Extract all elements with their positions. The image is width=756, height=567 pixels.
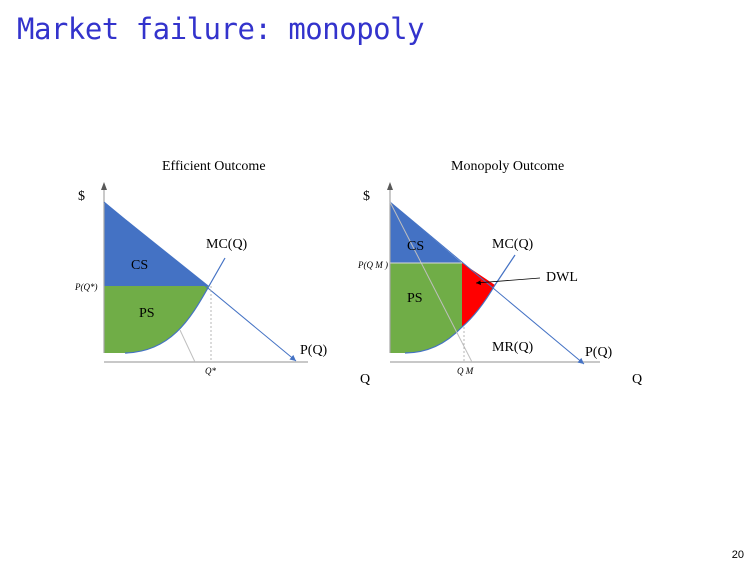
demand-curve — [103, 201, 297, 362]
y-axis-label: $ — [363, 189, 370, 204]
demand-label: P(Q) — [585, 345, 613, 360]
ps-label: PS — [407, 291, 423, 306]
dwl-pointer — [475, 277, 541, 286]
dwl-label: DWL — [546, 270, 578, 285]
slide-title: Market failure: monopoly — [17, 12, 425, 46]
y-axis-label: $ — [78, 189, 85, 204]
monopoly-outcome-diagram: Monopoly Outcome $ Q MC(Q) MR(Q) P(Q) CS… — [357, 159, 642, 387]
mc-label: MC(Q) — [206, 237, 248, 252]
equilibrium-quantity-tick: Q* — [205, 366, 216, 376]
marginal-revenue-curve — [389, 201, 473, 363]
consumer-surplus-area — [104, 202, 209, 286]
demand-label: P(Q) — [300, 343, 328, 358]
monopoly-outcome-title: Monopoly Outcome — [451, 159, 564, 174]
ps-label: PS — [139, 306, 155, 321]
marginal-cost-curve — [124, 257, 226, 354]
demand-curve — [389, 201, 585, 365]
equilibrium-price-tick: P(Q*) — [74, 282, 98, 292]
efficient-outcome-title: Efficient Outcome — [162, 159, 266, 174]
producer-surplus-area — [104, 286, 209, 353]
cs-label: CS — [131, 258, 148, 273]
producer-surplus-area — [390, 263, 462, 353]
cs-label: CS — [407, 239, 424, 254]
efficient-outcome-diagram: Efficient Outcome $ Q MC(Q) P(Q) CS PS P… — [74, 159, 370, 387]
monopoly-quantity-tick: Q M — [457, 366, 474, 376]
mr-label: MR(Q) — [492, 340, 534, 355]
deadweight-loss-area — [462, 263, 495, 327]
y-axis-arrow — [387, 182, 393, 190]
y-axis-arrow — [101, 182, 107, 190]
x-axis-label: Q — [360, 372, 370, 387]
mc-label: MC(Q) — [492, 237, 534, 252]
page-number: 20 — [731, 549, 744, 561]
monopoly-price-tick: P(Q M ) — [357, 260, 388, 270]
marginal-revenue-curve — [179, 329, 196, 363]
marginal-cost-curve — [404, 254, 516, 354]
x-axis-label: Q — [632, 372, 642, 387]
